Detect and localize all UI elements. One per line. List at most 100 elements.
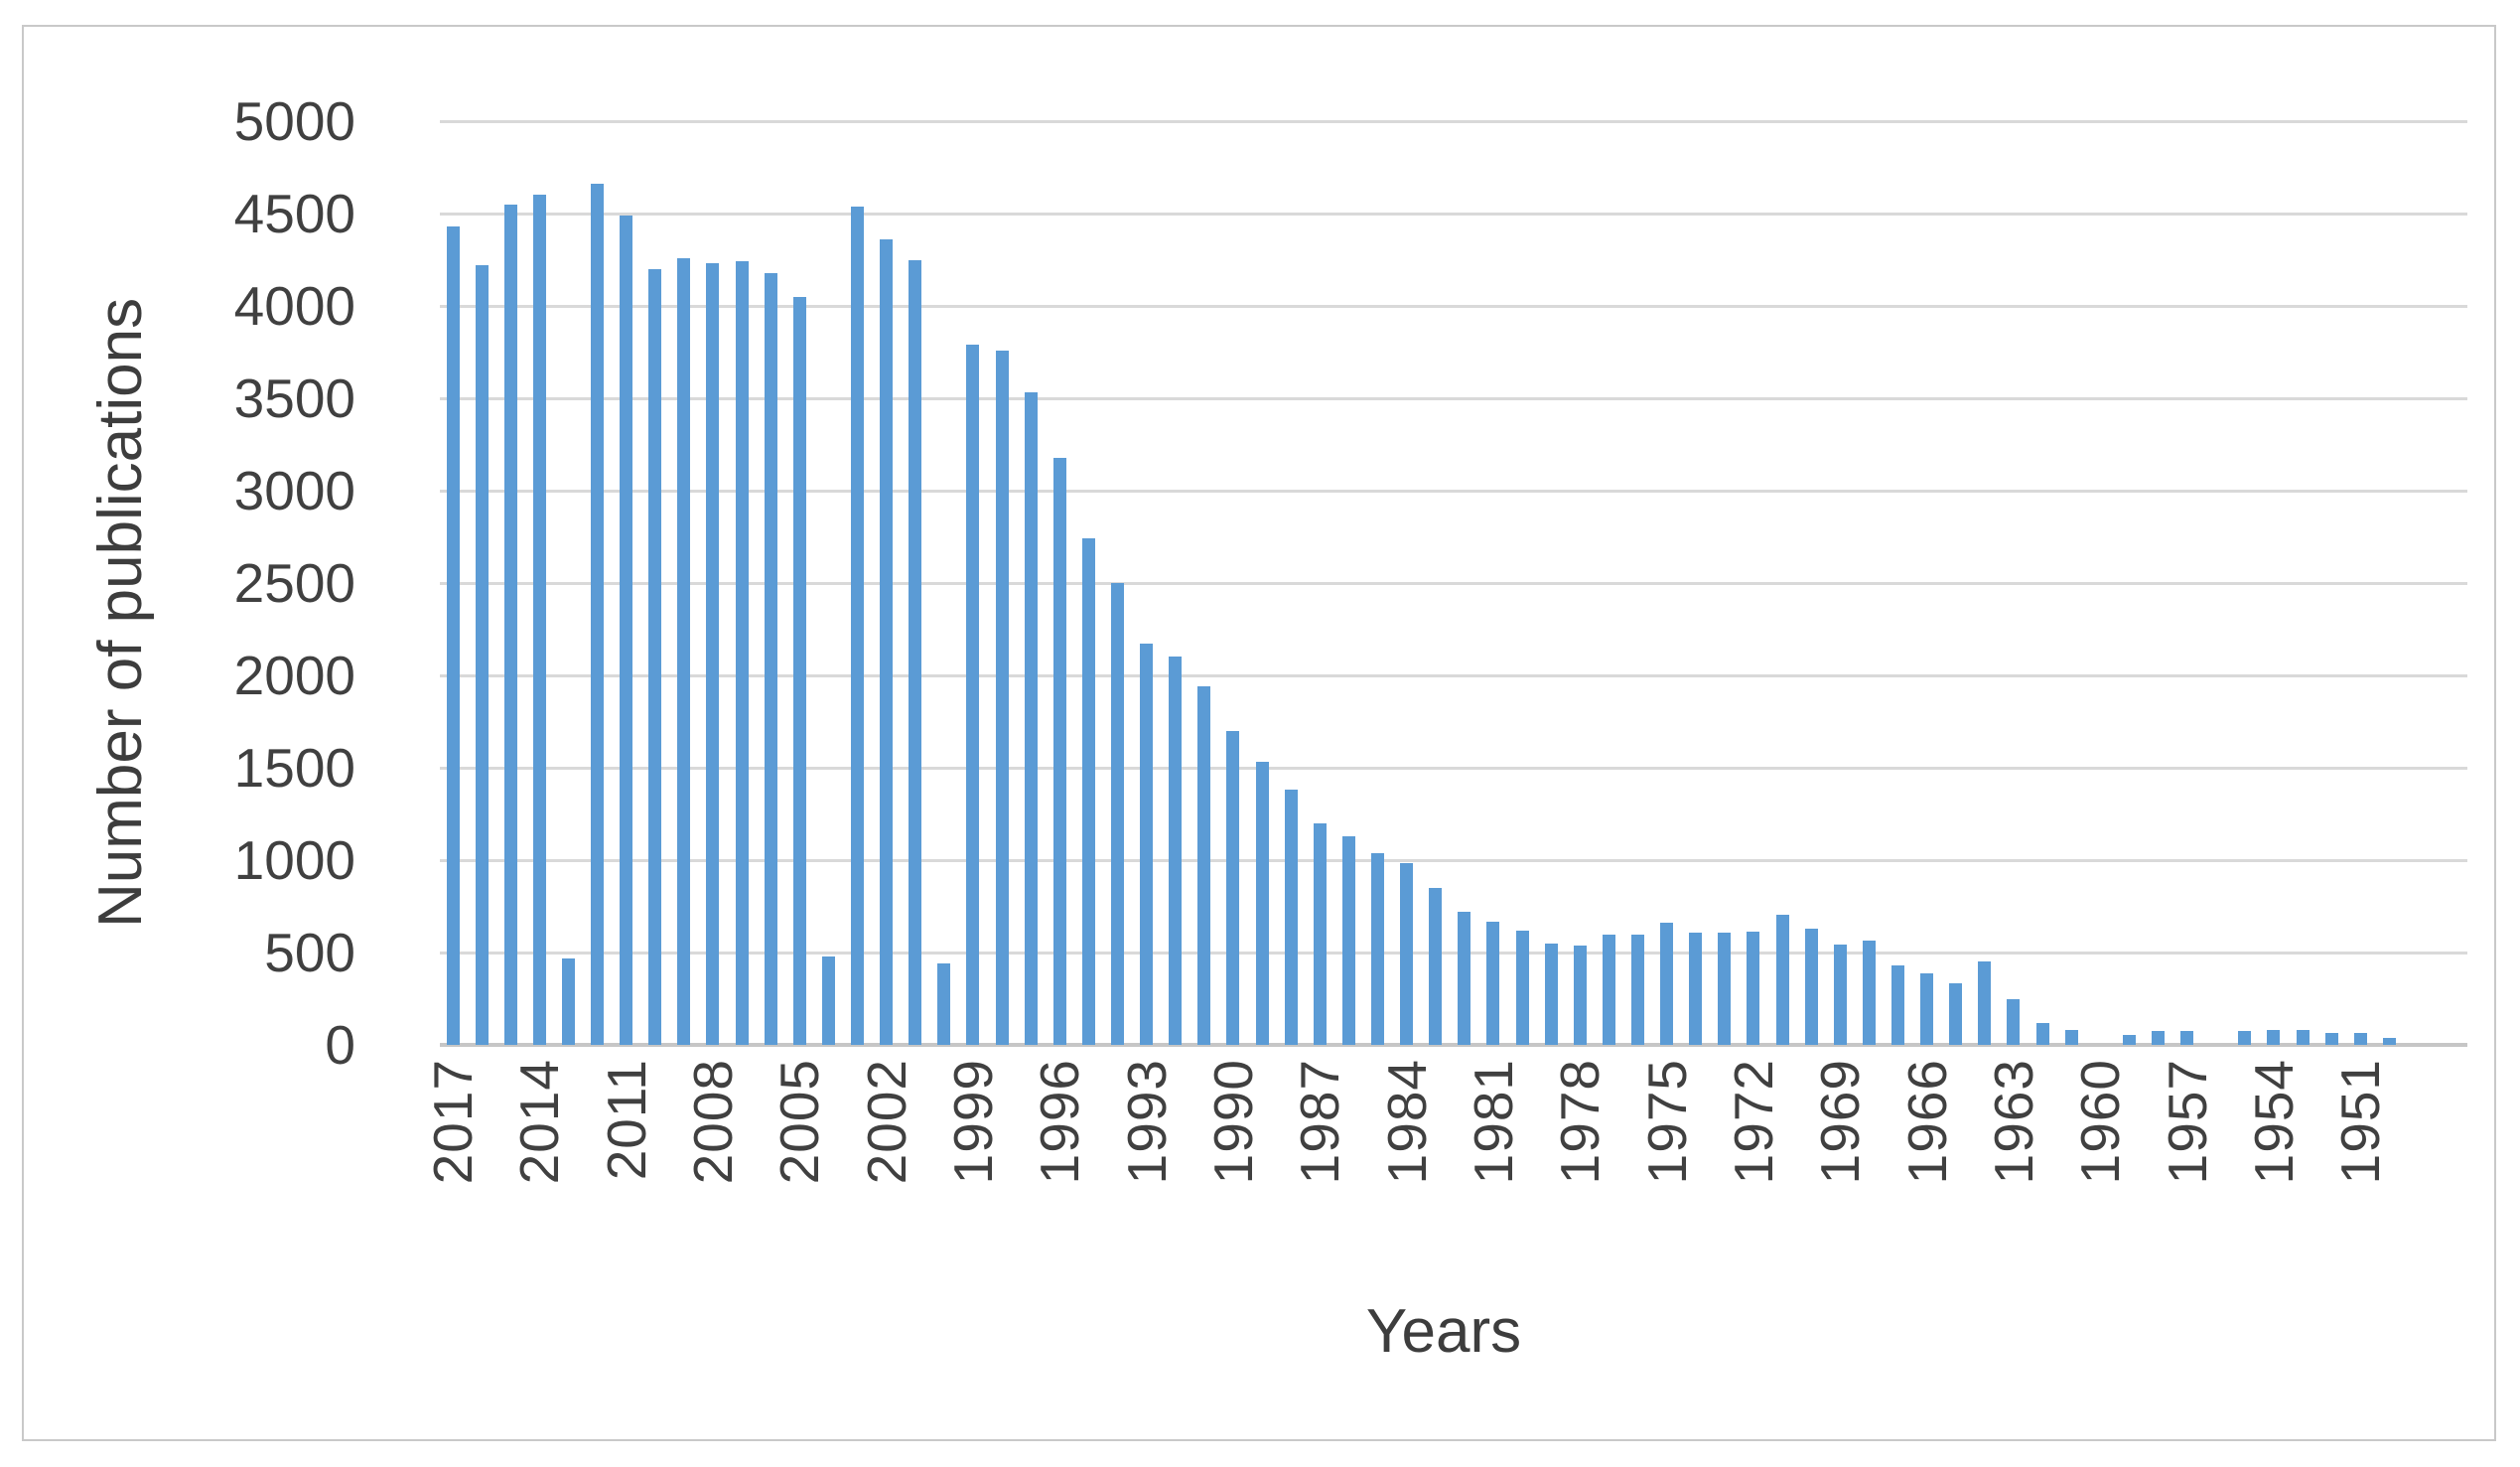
bar-1980 (1515, 930, 1529, 1045)
bar-1997 (1024, 392, 1038, 1045)
bar-1982 (1458, 912, 1471, 1045)
bar-1977 (1602, 935, 1615, 1045)
x-tick-label-2011: 2011 (595, 1059, 657, 1181)
bar-1951 (2353, 1032, 2367, 1045)
x-axis-line (440, 1043, 2467, 1047)
gridline-4000 (440, 304, 2467, 308)
bar-1962 (2035, 1022, 2049, 1045)
bar-1974 (1689, 933, 1703, 1045)
y-tick-label-0: 0 (325, 1014, 355, 1076)
bar-2009 (677, 257, 691, 1045)
x-tick-label-1966: 1966 (1895, 1059, 1958, 1185)
bar-1988 (1284, 790, 1298, 1045)
bar-1985 (1371, 852, 1385, 1045)
y-tick-label-4500: 4500 (233, 183, 355, 244)
plot-area (440, 119, 2467, 1047)
x-tick-label-1993: 1993 (1115, 1059, 1178, 1185)
x-tick-label-2014: 2014 (508, 1059, 571, 1185)
gridline-1000 (440, 858, 2467, 862)
bar-1976 (1631, 935, 1644, 1045)
bar-2016 (475, 265, 489, 1045)
x-tick-label-1975: 1975 (1635, 1059, 1698, 1185)
bar-1995 (1081, 538, 1095, 1045)
x-tick-label-1984: 1984 (1375, 1059, 1438, 1185)
bar-1986 (1341, 835, 1355, 1045)
gridline-2500 (440, 581, 2467, 585)
x-tick-label-1963: 1963 (1982, 1059, 2044, 1185)
bar-1989 (1255, 762, 1269, 1045)
bar-1979 (1544, 943, 1558, 1045)
y-tick-label-4000: 4000 (233, 275, 355, 337)
bar-2004 (821, 955, 835, 1045)
x-tick-label-1972: 1972 (1722, 1059, 1784, 1185)
x-tick-label-1987: 1987 (1289, 1059, 1351, 1185)
bar-1987 (1313, 822, 1327, 1045)
bar-1965 (1949, 982, 1963, 1045)
x-tick-label-1978: 1978 (1549, 1059, 1611, 1185)
gridline-3000 (440, 489, 2467, 493)
gridline-5000 (440, 119, 2467, 123)
bar-1957 (2180, 1031, 2194, 1045)
bar-1961 (2064, 1030, 2078, 1045)
bar-1952 (2324, 1032, 2338, 1045)
bar-2013 (561, 957, 575, 1045)
bar-1984 (1400, 862, 1414, 1045)
bar-1959 (2122, 1034, 2136, 1045)
bar-1955 (2238, 1031, 2252, 1045)
bar-2015 (503, 204, 517, 1045)
x-tick-label-1969: 1969 (1809, 1059, 1872, 1185)
x-tick-label-1981: 1981 (1462, 1059, 1524, 1185)
bar-1999 (966, 345, 980, 1045)
gridline-500 (440, 951, 2467, 954)
gridline-4500 (440, 212, 2467, 216)
x-tick-label-2002: 2002 (855, 1059, 917, 1185)
x-tick-label-1996: 1996 (1029, 1059, 1091, 1185)
x-tick-label-2005: 2005 (769, 1059, 831, 1185)
y-tick-label-2000: 2000 (233, 645, 355, 706)
bar-1969 (1833, 944, 1847, 1045)
bar-1966 (1920, 973, 1934, 1045)
x-tick-label-1990: 1990 (1201, 1059, 1264, 1185)
bar-1967 (1891, 965, 1904, 1045)
bar-2010 (648, 268, 662, 1045)
bar-2002 (880, 239, 894, 1045)
gridline-3500 (440, 396, 2467, 400)
x-tick-label-2008: 2008 (681, 1059, 744, 1185)
bar-1954 (2267, 1030, 2281, 1045)
bar-2017 (446, 226, 460, 1045)
gridline-2000 (440, 673, 2467, 677)
y-tick-label-500: 500 (264, 922, 355, 983)
bar-2012 (591, 184, 605, 1045)
bar-1973 (1718, 932, 1732, 1045)
bar-1992 (1169, 657, 1183, 1045)
y-tick-label-5000: 5000 (233, 90, 355, 152)
bar-1964 (1978, 961, 1992, 1045)
bar-1981 (1486, 922, 1500, 1045)
bar-1950 (2382, 1037, 2396, 1045)
y-tick-label-1000: 1000 (233, 829, 355, 891)
bar-1975 (1660, 923, 1674, 1045)
bar-2007 (735, 261, 749, 1045)
chart-frame: Number of publications Years (22, 25, 2496, 1441)
bar-2001 (909, 259, 922, 1045)
bar-2005 (792, 296, 806, 1045)
bar-1994 (1111, 583, 1125, 1045)
bar-1972 (1747, 931, 1760, 1045)
x-tick-label-1960: 1960 (2069, 1059, 2132, 1185)
bar-1963 (2007, 998, 2021, 1045)
bar-1996 (1052, 457, 1066, 1045)
bar-2000 (937, 963, 951, 1045)
bar-1998 (995, 350, 1009, 1045)
y-tick-label-3500: 3500 (233, 367, 355, 429)
bar-1991 (1197, 686, 1211, 1045)
bar-1953 (2296, 1030, 2310, 1045)
bar-1970 (1804, 928, 1818, 1045)
gridline-1500 (440, 766, 2467, 770)
bar-1983 (1429, 887, 1443, 1045)
x-tick-label-2017: 2017 (422, 1059, 484, 1185)
bar-2014 (532, 195, 546, 1045)
bar-2008 (706, 263, 720, 1045)
bar-2011 (620, 215, 633, 1045)
y-tick-label-3000: 3000 (233, 460, 355, 521)
